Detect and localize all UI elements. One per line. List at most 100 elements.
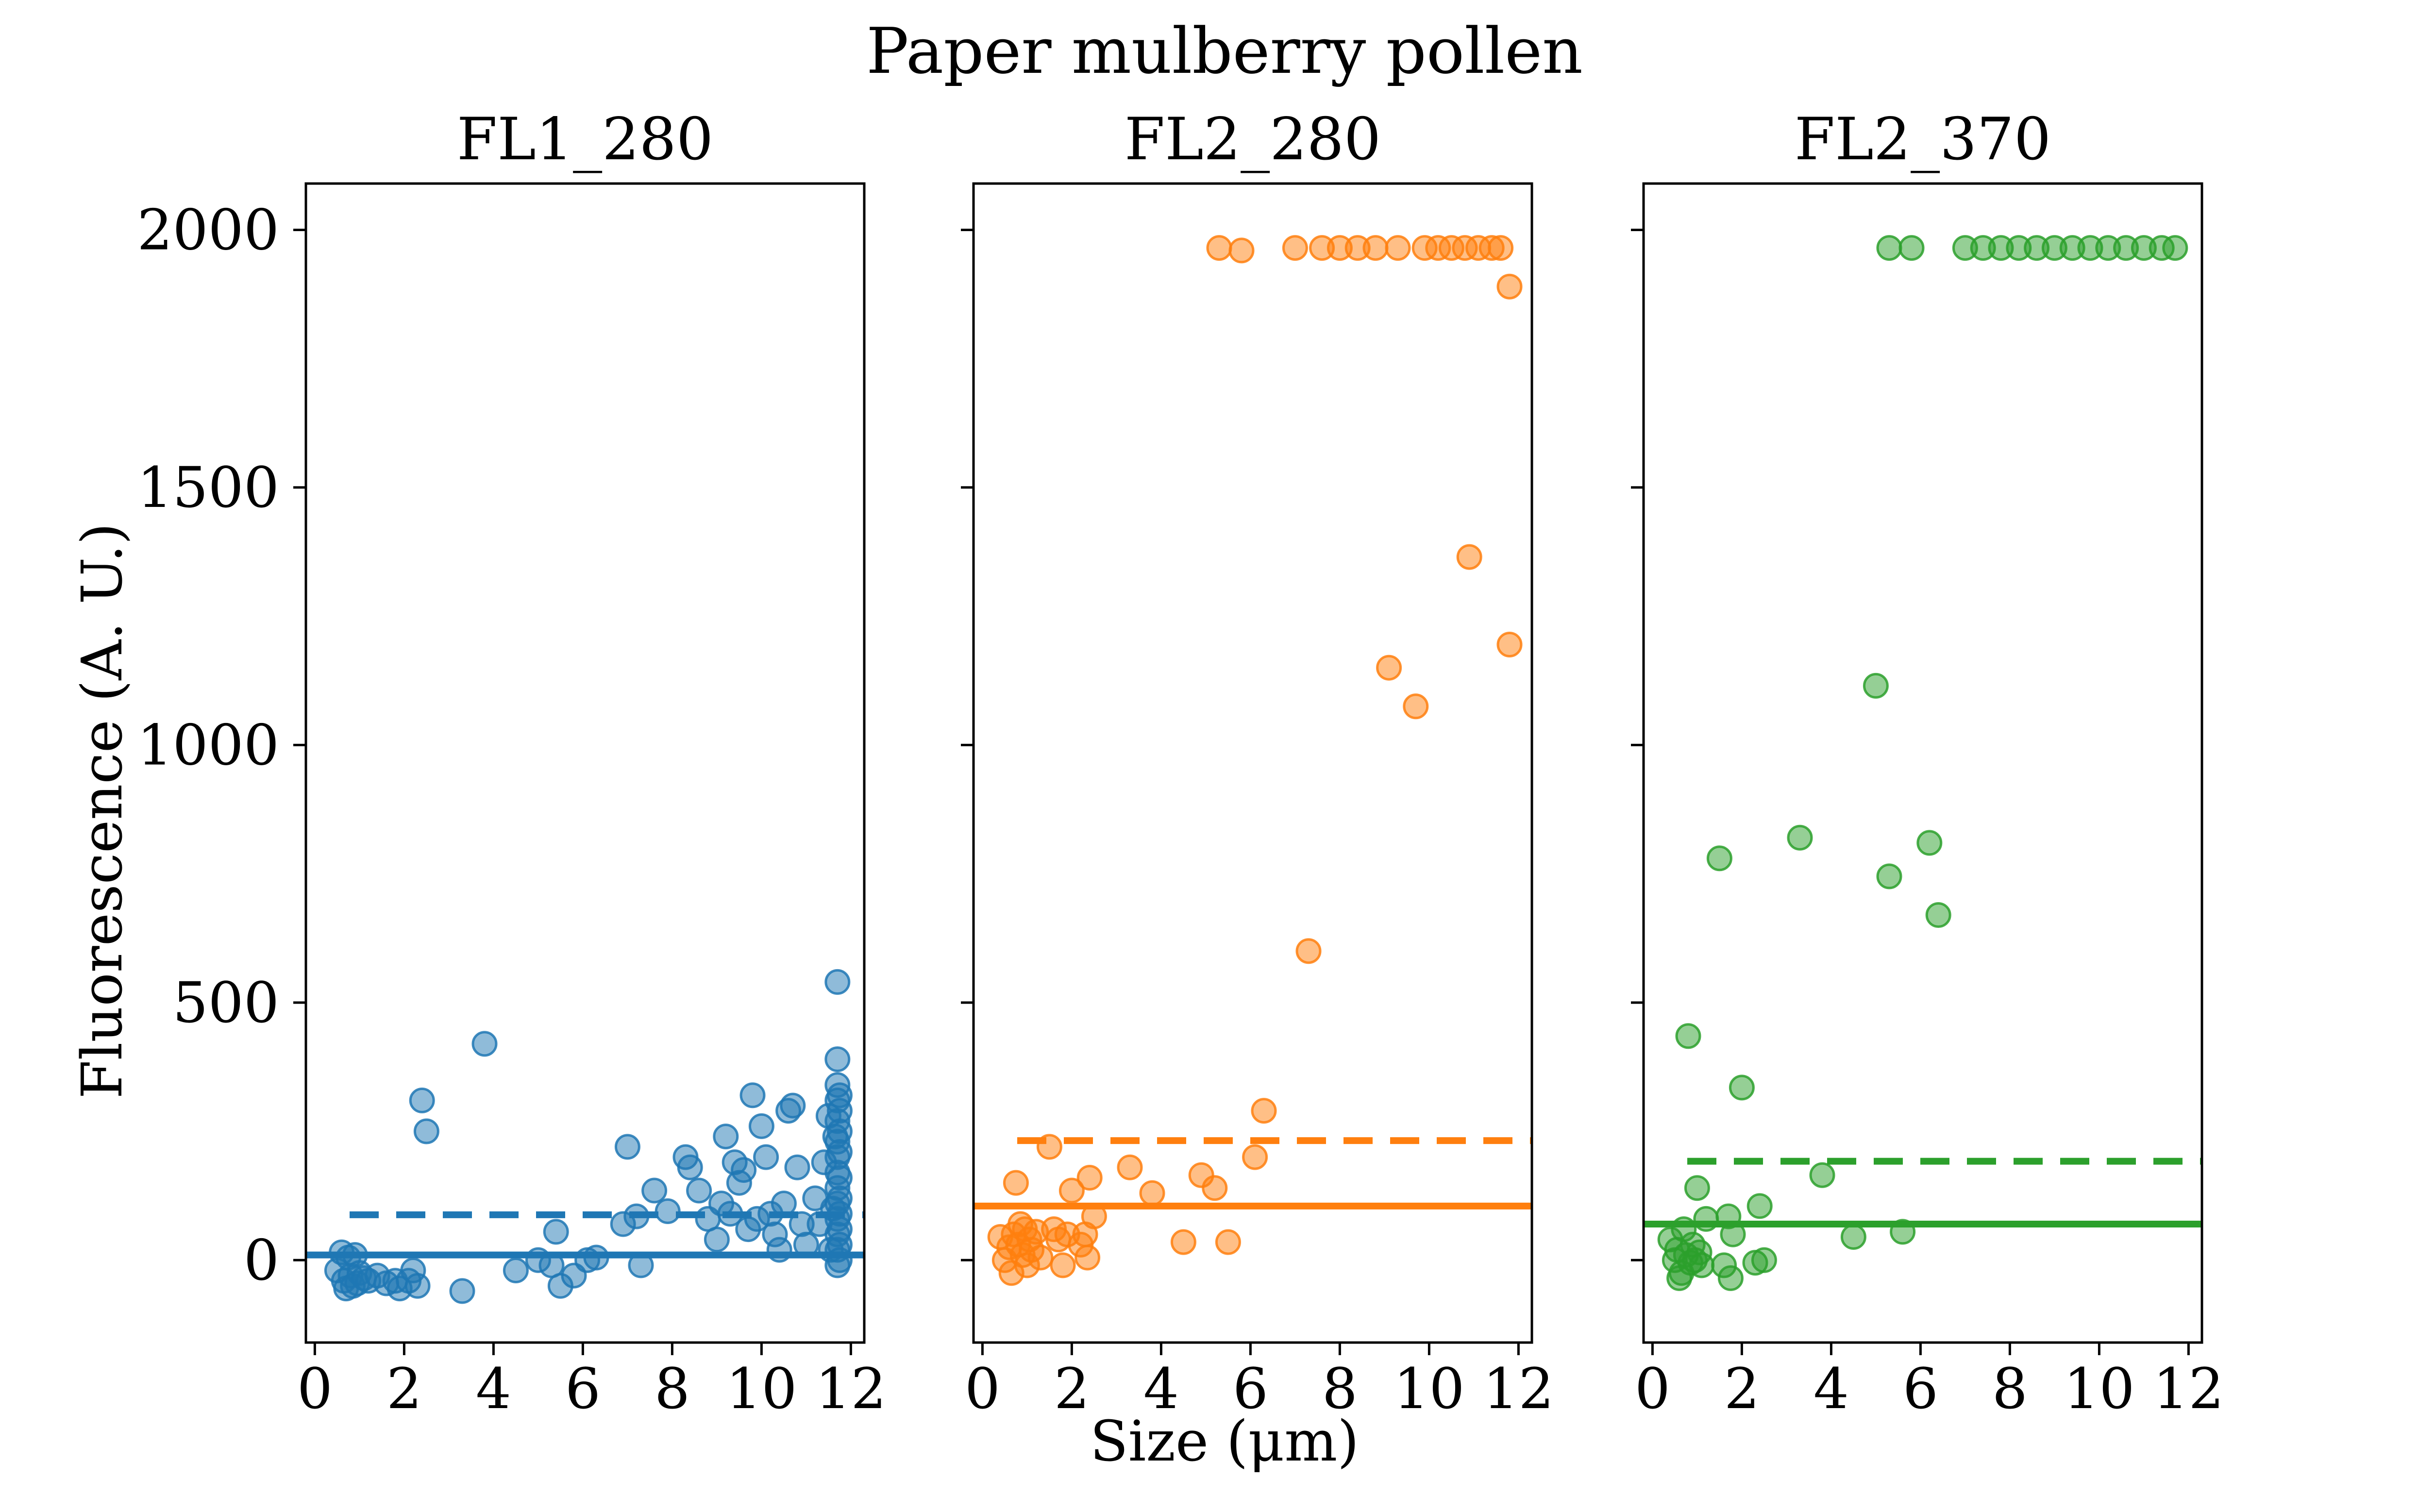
x-tick-label: 4: [1814, 1357, 1849, 1422]
subplot-2: FL2_280 0 2 4 6 8 10 12: [961, 106, 1554, 1422]
data-point: [1746, 1193, 1773, 1219]
data-point: [1863, 672, 1889, 699]
data-point: [826, 1139, 853, 1165]
x-tick-label: 6: [565, 1357, 601, 1422]
y-tick-label: 2000: [137, 198, 279, 263]
data-point: [1706, 845, 1732, 872]
data-point: [614, 1134, 640, 1160]
data-point: [748, 1113, 774, 1139]
data-point: [1027, 1244, 1054, 1271]
figure-suptitle: Paper mulberry pollen: [866, 14, 1583, 88]
data-point: [1684, 1175, 1710, 1201]
x-tick-label: 2: [1054, 1357, 1090, 1422]
data-point: [1251, 1098, 1277, 1124]
data-points: [987, 235, 1523, 1286]
data-point: [1058, 1177, 1085, 1204]
data-point: [753, 1144, 779, 1170]
data-point: [686, 1177, 712, 1204]
data-point: [1876, 235, 1902, 261]
x-tick-label: 2: [386, 1357, 422, 1422]
data-point: [1117, 1154, 1143, 1180]
data-point: [1488, 235, 1514, 261]
data-point: [784, 1154, 810, 1180]
subplot-title: FL1_280: [457, 106, 713, 173]
x-tick-label: 12: [815, 1357, 886, 1422]
data-point: [1496, 273, 1523, 300]
data-point: [713, 1124, 739, 1150]
plot-frame: [972, 182, 1533, 1344]
data-point: [1139, 1180, 1165, 1206]
x-tick-label: 6: [1903, 1357, 1938, 1422]
x-tick-label: 2: [1724, 1357, 1760, 1422]
data-point: [824, 1046, 851, 1072]
data-points: [324, 969, 853, 1304]
data-point: [780, 1092, 806, 1119]
data-point: [449, 1278, 475, 1304]
x-tick-label: 12: [2153, 1357, 2224, 1422]
subplot-3: FL2_370 0 2 4 6 8 10 12: [1631, 106, 2224, 1422]
data-point: [1170, 1229, 1196, 1255]
data-point: [1403, 693, 1429, 720]
data-point: [1376, 655, 1402, 681]
x-tick-label: 8: [1992, 1357, 2028, 1422]
data-point: [409, 1087, 435, 1113]
data-point: [1925, 902, 1951, 928]
data-point: [641, 1177, 668, 1204]
data-point: [1206, 235, 1232, 261]
data-point: [1898, 235, 1925, 261]
data-point: [1228, 237, 1255, 264]
data-point: [1282, 235, 1308, 261]
data-point: [1751, 1247, 1777, 1273]
data-point: [1242, 1144, 1268, 1170]
data-point: [1076, 1165, 1103, 1191]
data-point: [1916, 830, 1943, 856]
data-point: [1295, 938, 1322, 964]
data-point: [1050, 1252, 1076, 1278]
x-tick-label: 0: [965, 1357, 1000, 1422]
data-point: [503, 1258, 529, 1283]
data-point: [1003, 1170, 1029, 1196]
y-tick-label: 1500: [137, 455, 279, 521]
data-point: [731, 1157, 757, 1183]
data-point: [471, 1031, 498, 1057]
data-point: [1215, 1229, 1241, 1255]
data-point: [1876, 863, 1902, 890]
x-tick-label: 10: [2064, 1357, 2134, 1422]
data-point: [1675, 1023, 1701, 1049]
data-point: [824, 969, 851, 995]
data-point: [1456, 544, 1482, 570]
x-tick-label: 8: [1322, 1357, 1358, 1422]
data-point: [1840, 1224, 1866, 1250]
x-tick-label: 4: [1143, 1357, 1179, 1422]
data-point: [404, 1273, 431, 1299]
data-point: [739, 1082, 766, 1109]
y-tick-label: 1000: [137, 713, 279, 778]
x-tick-label: 8: [655, 1357, 690, 1422]
y-tick-label: 0: [244, 1228, 279, 1293]
plot-frame: [1642, 182, 2203, 1344]
plot-frame: [304, 182, 866, 1344]
data-point: [1362, 235, 1389, 261]
data-point: [704, 1226, 730, 1253]
data-point: [1202, 1175, 1228, 1201]
x-tick-label: 12: [1483, 1357, 1554, 1422]
x-tick-label: 0: [297, 1357, 333, 1422]
data-point: [1787, 824, 1813, 851]
data-point: [413, 1118, 439, 1144]
data-point: [1717, 1265, 1744, 1291]
data-point: [677, 1154, 703, 1180]
x-tick-label: 10: [1394, 1357, 1464, 1422]
data-point: [1075, 1244, 1101, 1271]
y-axis-label: Fluorescence (A. U.): [70, 523, 135, 1099]
data-point: [1729, 1075, 1755, 1101]
data-point: [2162, 235, 2188, 261]
x-tick-label: 4: [476, 1357, 511, 1422]
x-tick-label: 0: [1635, 1357, 1670, 1422]
data-point: [1809, 1162, 1835, 1188]
data-point: [1689, 1252, 1715, 1278]
data-point: [543, 1219, 569, 1245]
data-points: [1657, 235, 2188, 1291]
